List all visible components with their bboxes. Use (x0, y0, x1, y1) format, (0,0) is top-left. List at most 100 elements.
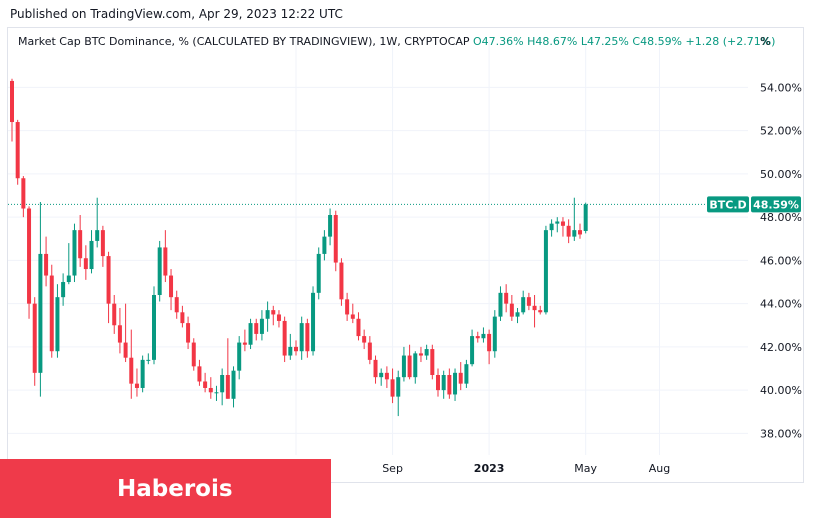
candle-body (549, 223, 554, 231)
candle-body (521, 297, 526, 313)
candle (225, 338, 230, 399)
candle (152, 286, 156, 365)
candle (362, 329, 367, 350)
candle-body (436, 375, 440, 391)
candle (413, 351, 418, 384)
candle-body (379, 372, 384, 378)
candle (117, 307, 122, 354)
candle-body (38, 253, 43, 373)
candle-body (55, 297, 60, 352)
chart-frame[interactable] (7, 27, 804, 483)
candle-body (413, 353, 418, 378)
candle-body (197, 366, 202, 382)
candle (492, 310, 497, 358)
candle-body (560, 221, 565, 226)
candle-body (572, 230, 577, 237)
candle (214, 385, 219, 401)
candle-body (78, 230, 83, 259)
candle (339, 258, 344, 306)
candle (299, 316, 304, 360)
candle (356, 312, 361, 341)
candle (83, 245, 88, 280)
candle-body (362, 336, 367, 343)
candle-body (350, 314, 355, 319)
legend-high: H48.67% (527, 35, 578, 48)
candle (322, 230, 327, 261)
candle-body (208, 387, 213, 393)
candle-body (464, 364, 469, 384)
candle-body (203, 381, 208, 388)
y-tick-label: 40.00% (760, 384, 802, 397)
candle (470, 329, 475, 367)
candle-body (311, 292, 316, 352)
candle (379, 368, 384, 386)
candle (174, 290, 179, 319)
candle (396, 370, 401, 417)
candle-body (543, 230, 548, 313)
candle-body (32, 303, 37, 373)
candle-body (538, 310, 543, 313)
candle-body (174, 297, 179, 313)
y-tick-label: 42.00% (760, 341, 802, 354)
candle (367, 336, 372, 365)
candle-body (407, 355, 412, 378)
candle (146, 353, 151, 365)
candle (288, 333, 293, 360)
candle-body (72, 230, 77, 276)
candle (100, 225, 105, 267)
candle (32, 297, 37, 386)
candle (345, 292, 350, 321)
candle-body (333, 215, 338, 263)
candle (504, 284, 509, 313)
candle (481, 327, 486, 343)
candle-body (418, 353, 423, 356)
candle (333, 210, 338, 272)
candle (583, 202, 588, 234)
candle-body (498, 292, 503, 317)
candle-body (424, 349, 429, 356)
candle (282, 316, 287, 363)
candle-body (163, 247, 168, 276)
candle (509, 295, 514, 321)
candle-body (367, 342, 372, 360)
candle-body (44, 253, 49, 276)
candle-body (231, 370, 236, 399)
candle-body (328, 215, 333, 237)
candle (401, 346, 406, 382)
candle-body (316, 253, 321, 293)
candle (197, 359, 202, 386)
candle-body (100, 230, 105, 257)
candle (129, 329, 134, 399)
y-axis: 54.00% 52.00% 50.00% 48.00% 46.00% 44.00% 42.0… (760, 81, 802, 440)
y-tick-label: 54.00% (760, 81, 802, 94)
candle (407, 344, 412, 380)
candle (532, 295, 537, 328)
candle-body (95, 230, 100, 241)
candle (157, 240, 162, 302)
published-caption: Published on TradingView.com, Apr 29, 20… (10, 7, 343, 21)
candle (220, 368, 225, 406)
candle (424, 344, 429, 360)
candle-body (384, 372, 389, 380)
candle (566, 219, 571, 244)
candle-body (339, 262, 344, 300)
candle (271, 305, 276, 326)
candle (61, 273, 66, 306)
candle (498, 286, 503, 321)
candle (543, 225, 548, 315)
candle-body (123, 342, 128, 358)
candle (49, 264, 54, 358)
legend-change: +1.28 (+2.71%) (685, 35, 776, 48)
candle (555, 217, 560, 233)
candle (44, 236, 49, 287)
candle (384, 366, 389, 388)
candle-body (470, 336, 475, 365)
candle (237, 336, 242, 380)
candle-body (583, 204, 588, 231)
candle-body (509, 303, 514, 317)
candle (526, 292, 531, 311)
candle (27, 206, 32, 319)
candle-body (271, 310, 276, 315)
candle-body (254, 323, 259, 334)
